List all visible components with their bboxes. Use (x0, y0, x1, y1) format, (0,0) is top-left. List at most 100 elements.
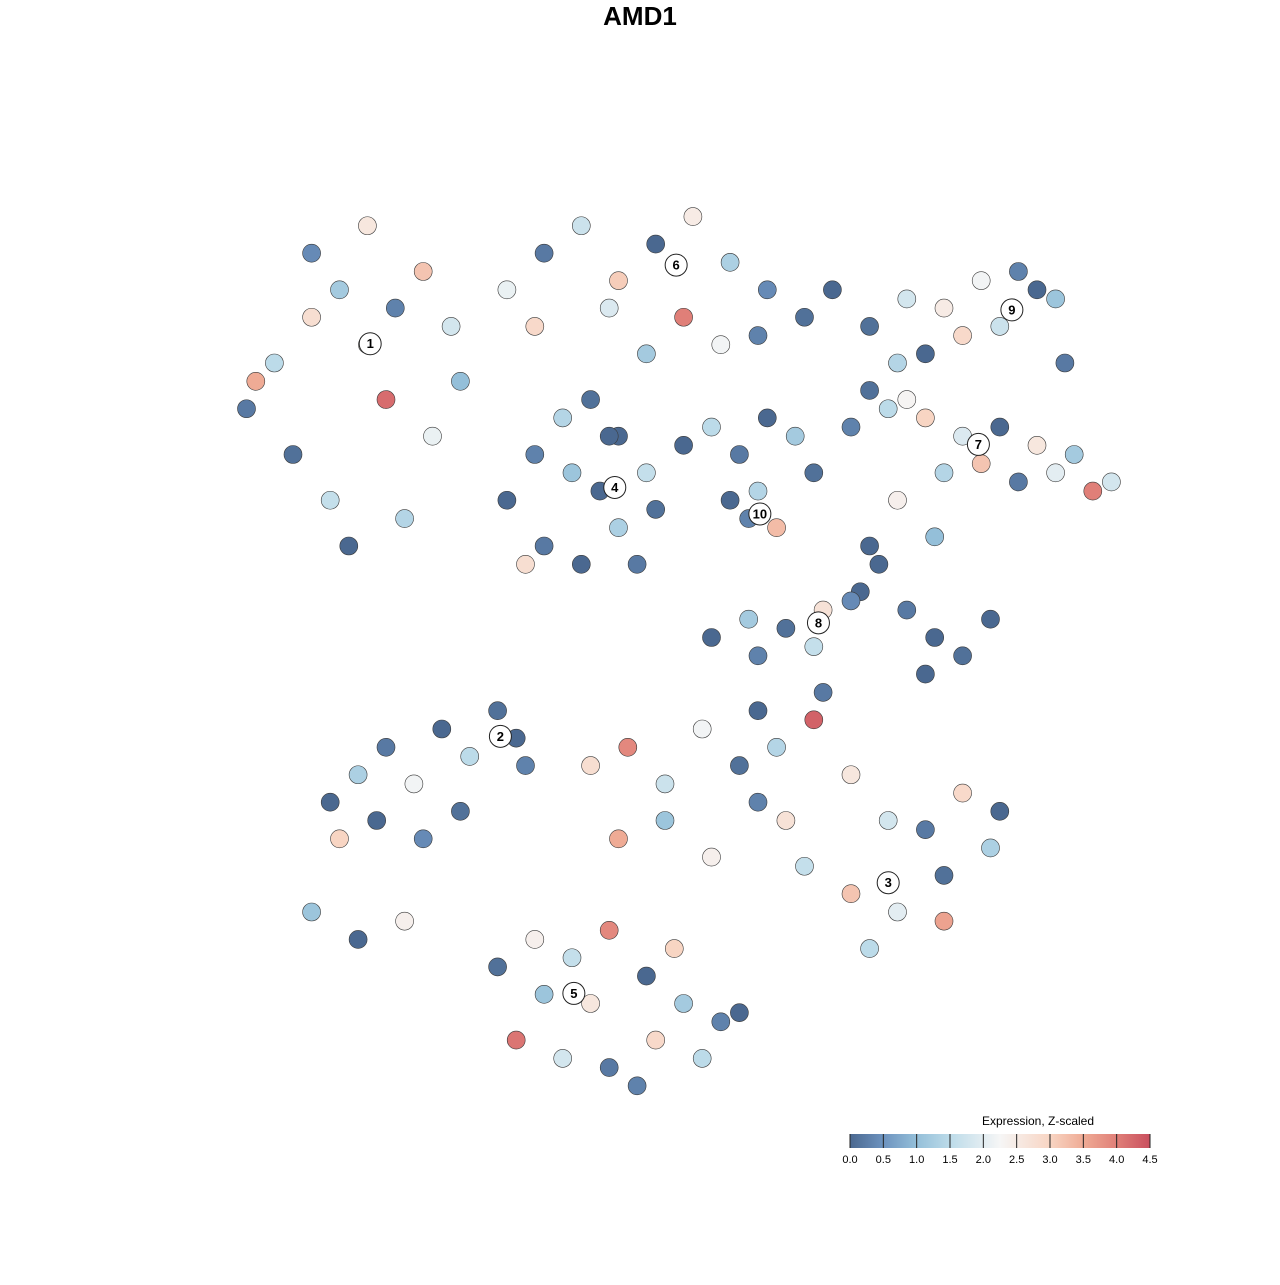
cluster-label-bg (966, 432, 990, 456)
cell-point (246, 371, 266, 391)
cell-point (432, 719, 452, 739)
cell-point (934, 911, 954, 931)
cell-point (348, 765, 368, 785)
cell-point (916, 820, 935, 839)
cell-point (888, 353, 907, 373)
cell-point (757, 280, 777, 300)
cell-point (916, 344, 935, 364)
colorbar-tick-label: 3.0 (1042, 1154, 1057, 1166)
cell-point (441, 317, 461, 336)
cell-point (692, 719, 712, 739)
cell-point (451, 371, 470, 391)
cell-point (971, 454, 991, 473)
cell-point (609, 829, 628, 849)
cell-point (702, 847, 721, 867)
cell-point (925, 628, 945, 647)
cluster-label: 9 (1008, 302, 1015, 317)
cell-point (637, 966, 656, 986)
colorbar-tick-label: 4.0 (1109, 1154, 1124, 1166)
cell-point (953, 646, 972, 666)
cell-point (367, 811, 387, 830)
cell-point (451, 802, 470, 821)
colorbar-tick-label: 4.5 (1142, 1154, 1157, 1166)
cell-point (860, 939, 879, 958)
cell-point (581, 756, 600, 775)
cell-point (413, 262, 433, 281)
cell-point (813, 683, 833, 702)
cell-point (971, 271, 991, 290)
cell-point (497, 280, 517, 300)
cell-point (664, 939, 684, 958)
cell-point (562, 948, 582, 968)
cell-point (1009, 262, 1028, 281)
colorbar-tick-label: 2.0 (976, 1154, 991, 1166)
cell-point (385, 298, 405, 318)
cell-point (348, 930, 368, 949)
cell-point (925, 527, 945, 547)
cluster-label: 8 (815, 615, 822, 630)
cluster-label-bg (562, 981, 586, 1005)
cell-point (376, 737, 396, 757)
cell-point (739, 609, 759, 629)
cell-point (860, 381, 879, 400)
cell-point (683, 207, 703, 226)
cell-point (916, 664, 935, 684)
cell-point (702, 417, 721, 437)
cell-point (720, 253, 740, 272)
cluster-label-bg (876, 871, 900, 895)
cell-point (330, 280, 349, 300)
cell-point (1102, 472, 1121, 492)
cluster-label-bg (603, 475, 627, 499)
cell-point (990, 317, 1010, 336)
cell-point (627, 554, 647, 574)
cell-point (283, 445, 303, 464)
cell-point (692, 1049, 712, 1068)
cell-point (1055, 353, 1075, 373)
cell-point (497, 490, 517, 510)
colorbar-tick-label: 1.0 (909, 1154, 924, 1166)
cell-point (748, 701, 768, 721)
cell-point (711, 335, 731, 355)
cell-point (730, 756, 749, 775)
cell-point (674, 994, 693, 1013)
cell-point (423, 426, 442, 446)
cell-point (804, 710, 824, 730)
cell-point (627, 1076, 647, 1096)
colorbar (850, 1134, 1150, 1148)
cell-point (981, 838, 1000, 858)
cell-point (339, 536, 359, 556)
cell-point (776, 811, 796, 830)
cell-point (265, 353, 284, 373)
cell-point (330, 829, 349, 849)
cell-point (711, 1012, 731, 1032)
cell-point (599, 1058, 619, 1077)
cell-point (320, 490, 340, 510)
cell-point (237, 399, 256, 419)
cell-point (320, 792, 340, 812)
colorbar-tick-label: 2.5 (1009, 1154, 1024, 1166)
cell-point (302, 307, 321, 327)
cell-point (553, 1049, 573, 1068)
chart-title: AMD1 (603, 1, 677, 31)
colorbar-tick-label: 0.0 (842, 1154, 857, 1166)
cell-point (888, 902, 907, 922)
cluster-label-bg (1000, 298, 1024, 322)
cell-point (990, 802, 1010, 821)
cell-point (841, 417, 861, 437)
cell-point (609, 518, 628, 538)
cell-point (720, 490, 740, 510)
colorbar-title: Expression, Z-scaled (982, 1114, 1094, 1128)
cell-point (1027, 436, 1047, 455)
cell-point (990, 417, 1010, 437)
colorbar-tick-label: 1.5 (942, 1154, 957, 1166)
cell-point (581, 390, 600, 409)
cell-point (618, 737, 638, 757)
cell-point (581, 994, 600, 1013)
cell-point (376, 390, 396, 409)
cell-point (674, 436, 693, 455)
cell-point (757, 408, 777, 428)
cell-point (599, 426, 619, 446)
cell-point (404, 774, 424, 794)
